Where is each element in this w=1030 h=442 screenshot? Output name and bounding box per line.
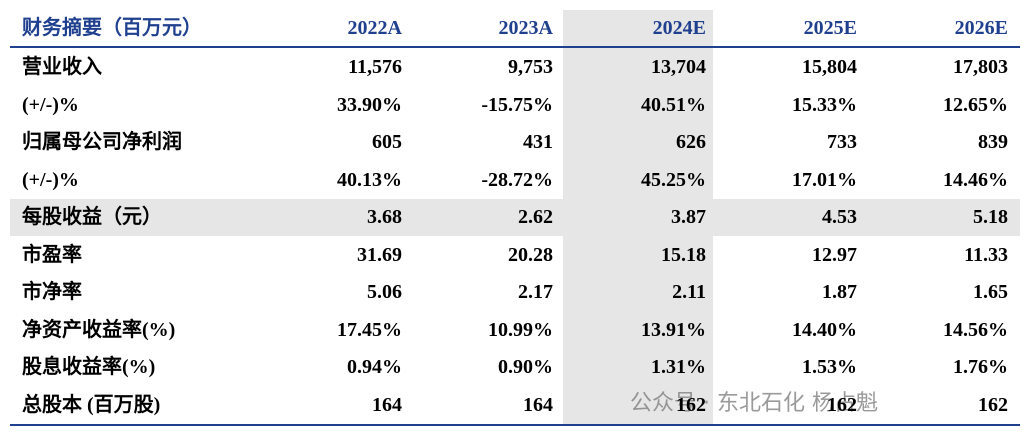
cell-value: 431 <box>523 131 553 153</box>
row-label: 净资产收益率(%) <box>22 318 176 341</box>
cell-value: 11.33 <box>964 243 1008 266</box>
cell-value: 17.45% <box>337 318 402 341</box>
row-label: 总股本 (百万股) <box>22 393 161 416</box>
cell-value: 14.56% <box>943 318 1008 341</box>
row-label: 股息收益率(%) <box>22 356 156 378</box>
cell-value: 2.17 <box>518 281 553 303</box>
row-label: (+/-)% <box>22 168 79 191</box>
watermark: 公众号 · 东北石化 杨占魁 <box>630 391 878 416</box>
cell-value: 1.31% <box>651 356 706 378</box>
cell-value: 31.69 <box>357 243 402 266</box>
cell-value: 15,804 <box>802 56 857 78</box>
cell-value: 17.01% <box>792 168 857 191</box>
cell-value: 40.51% <box>641 93 706 116</box>
row-label: 归属母公司净利润 <box>22 131 182 153</box>
cell-value: 9,753 <box>508 56 553 78</box>
cell-value: 12.65% <box>943 93 1008 116</box>
header-rule <box>10 46 1020 48</box>
cell-value: 33.90% <box>337 93 402 116</box>
cell-value: 40.13% <box>337 168 402 191</box>
cell-value: 20.28 <box>508 243 553 266</box>
cell-value: -15.75% <box>481 93 553 116</box>
cell-value: 45.25% <box>641 168 706 191</box>
cell-value: 14.46% <box>943 168 1008 191</box>
cell-value: 5.06 <box>367 281 402 303</box>
cell-value: 15.33% <box>792 93 857 116</box>
row-label: (+/-)% <box>22 93 79 116</box>
cell-value: 11,576 <box>348 56 402 78</box>
cell-value: 15.18 <box>661 243 706 266</box>
column-header: 2026E <box>954 17 1008 39</box>
cell-value: 1.53% <box>802 356 857 378</box>
cell-value: 164 <box>523 393 553 416</box>
cell-value: 0.90% <box>498 356 553 378</box>
cell-value: 4.53 <box>822 206 857 228</box>
row-label: 营业收入 <box>22 56 102 78</box>
cell-value: 162 <box>827 393 857 416</box>
cell-value: 733 <box>827 131 857 153</box>
cell-value: 13,704 <box>651 56 706 78</box>
column-header: 2022A <box>347 17 402 39</box>
column-header: 2023A <box>498 17 553 39</box>
cell-value: 12.97 <box>812 243 857 266</box>
cell-value: 626 <box>676 131 706 153</box>
cell-value: 14.40% <box>792 318 857 341</box>
cell-value: -28.72% <box>481 168 553 191</box>
cell-value: 1.65 <box>973 281 1008 303</box>
column-header: 2024E <box>652 17 706 39</box>
cell-value: 839 <box>978 131 1008 153</box>
bottom-rule <box>10 424 1020 426</box>
cell-value: 0.94% <box>347 356 402 378</box>
cell-value: 162 <box>978 393 1008 416</box>
cell-value: 162 <box>676 393 706 416</box>
highlight-row <box>10 199 1020 236</box>
cell-value: 10.99% <box>488 318 553 341</box>
row-label: 市净率 <box>22 281 82 303</box>
cell-value: 17,803 <box>953 56 1008 78</box>
cell-value: 3.87 <box>671 206 706 228</box>
row-label: 市盈率 <box>22 243 82 266</box>
cell-value: 1.76% <box>953 356 1008 378</box>
cell-value: 5.18 <box>973 206 1008 228</box>
cell-value: 164 <box>372 393 402 416</box>
cell-value: 13.91% <box>641 318 706 341</box>
column-header: 2025E <box>803 17 857 39</box>
cell-value: 3.68 <box>367 206 402 228</box>
cell-value: 605 <box>372 131 402 153</box>
cell-value: 1.87 <box>822 281 857 303</box>
row-label: 每股收益（元） <box>22 206 162 228</box>
table-title: 财务摘要（百万元） <box>22 17 202 39</box>
cell-value: 2.11 <box>672 281 706 303</box>
cell-value: 2.62 <box>518 206 553 228</box>
